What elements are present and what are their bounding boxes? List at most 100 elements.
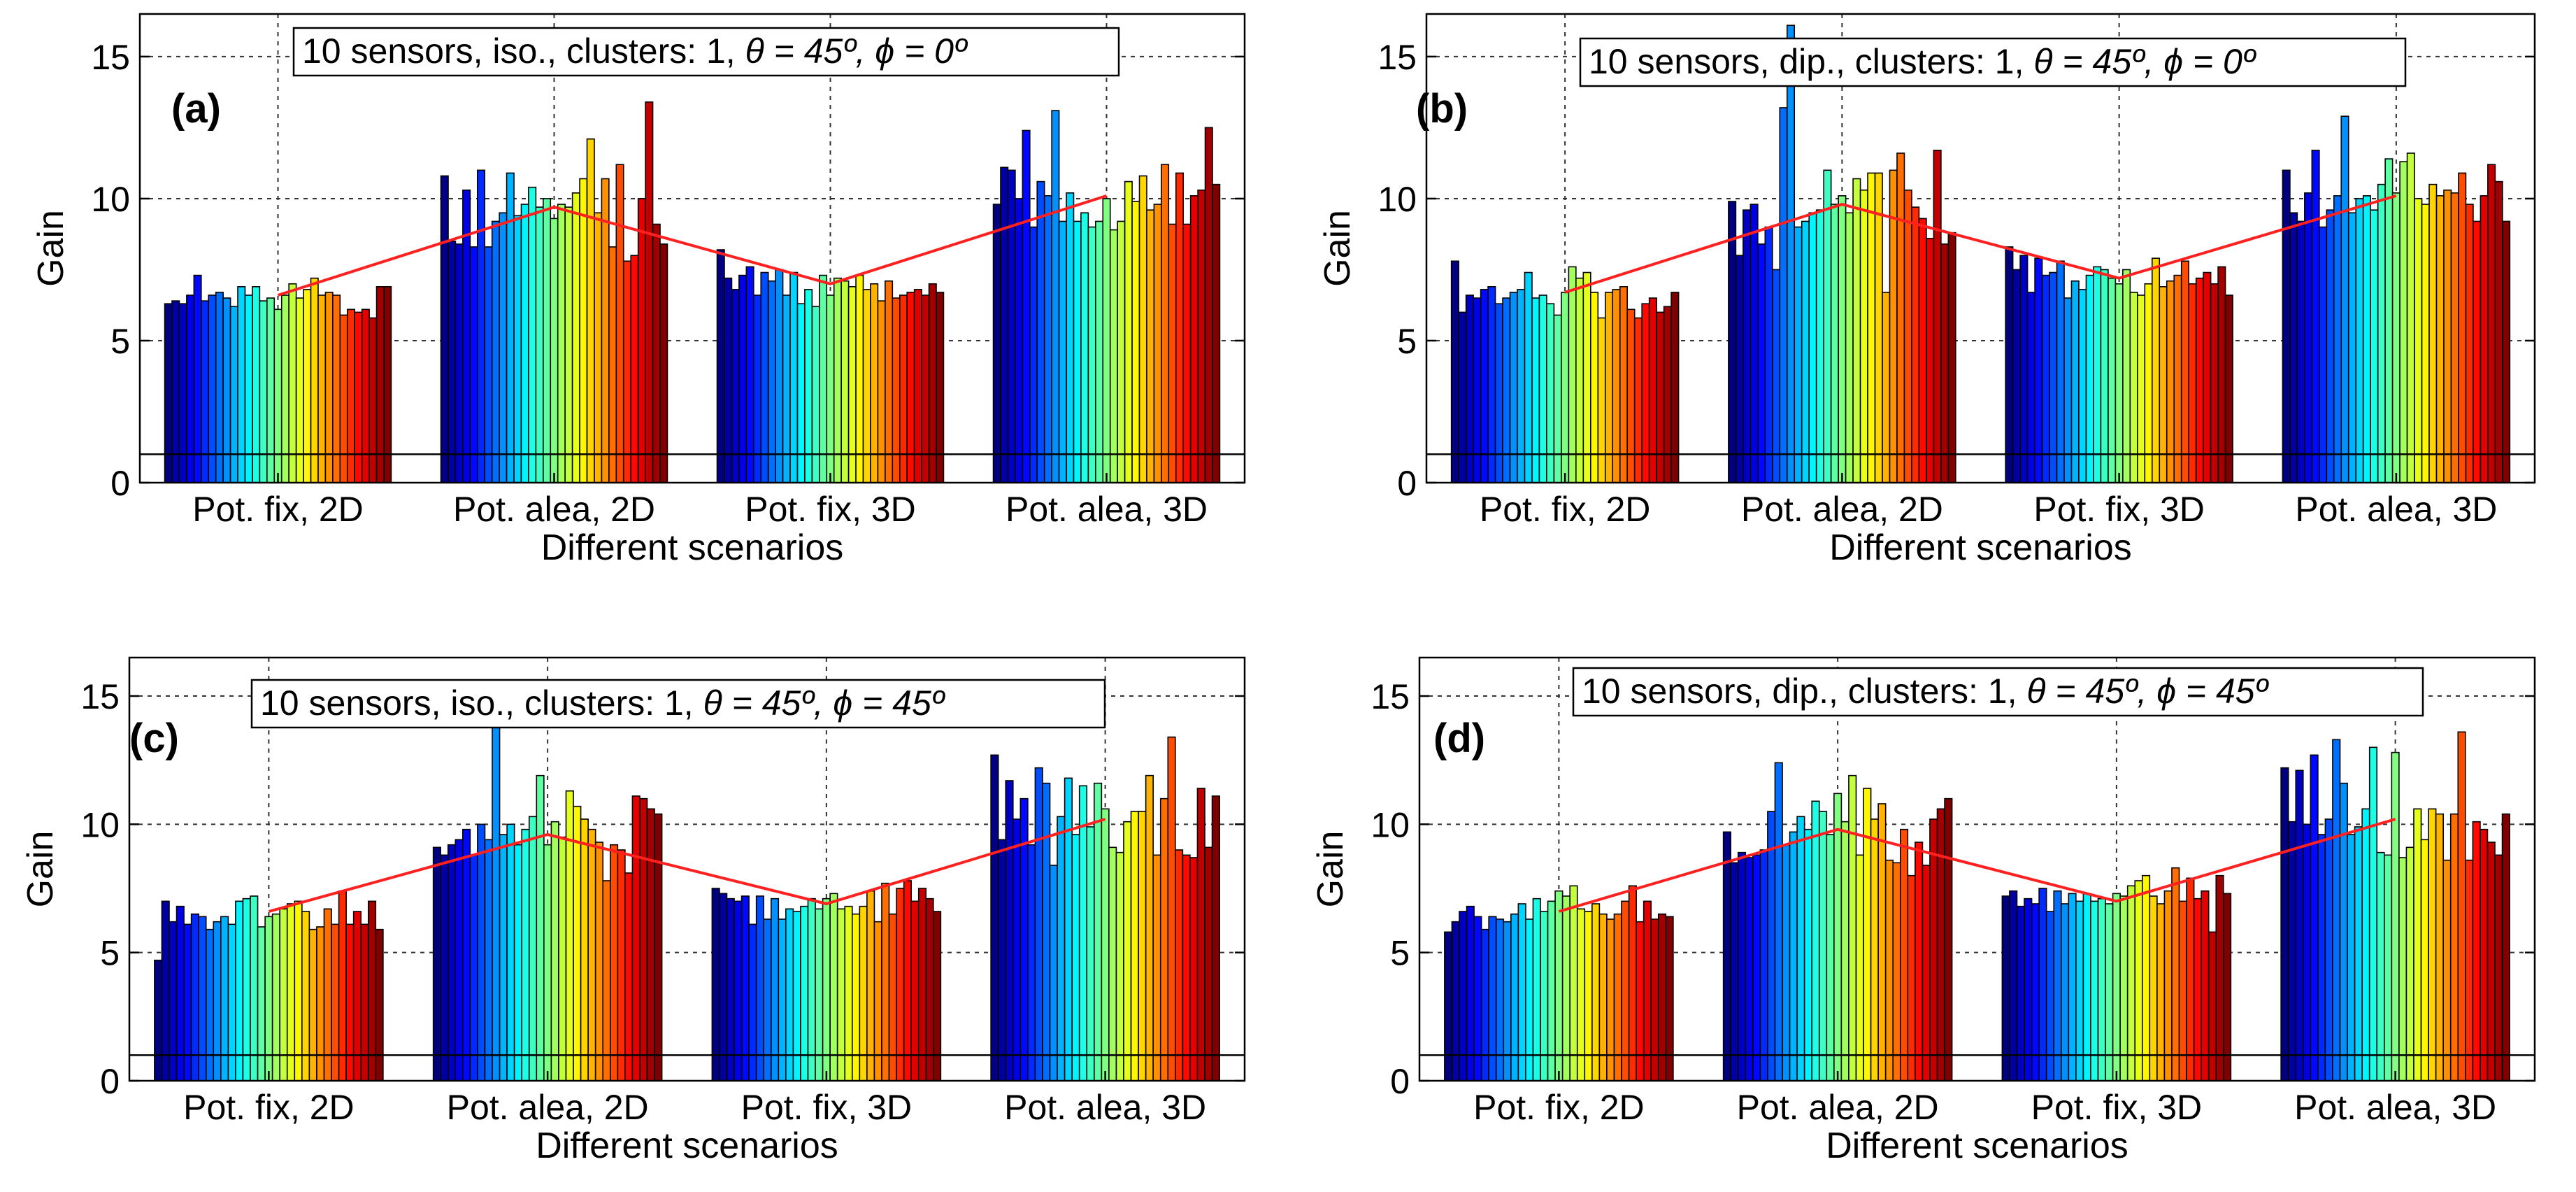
bar bbox=[1840, 821, 1849, 1081]
bar bbox=[1095, 220, 1104, 483]
x-tick-label: Pot. alea, 3D bbox=[1004, 1088, 1206, 1127]
bar bbox=[2317, 834, 2326, 1081]
bar bbox=[273, 308, 282, 483]
bar bbox=[1757, 243, 1766, 483]
bar bbox=[2085, 274, 2094, 483]
bar bbox=[550, 821, 559, 1081]
bar bbox=[1665, 916, 1674, 1081]
bar bbox=[2311, 150, 2320, 483]
bar bbox=[1884, 859, 1894, 1081]
x-tick-label: Pot. alea, 2D bbox=[1741, 490, 1943, 529]
bar bbox=[587, 828, 596, 1081]
bar bbox=[594, 212, 603, 483]
bar bbox=[1080, 212, 1089, 483]
bar bbox=[491, 220, 500, 483]
bar bbox=[1903, 189, 1912, 483]
bar bbox=[1855, 854, 1864, 1081]
bar bbox=[745, 266, 754, 483]
bar bbox=[1811, 800, 1820, 1081]
plot-frame bbox=[1425, 13, 2536, 484]
bar bbox=[2339, 782, 2348, 1081]
bar bbox=[2090, 900, 2099, 1081]
bar bbox=[2347, 834, 2356, 1081]
bar bbox=[2075, 900, 2084, 1081]
bar bbox=[1918, 218, 1927, 483]
bar bbox=[2376, 851, 2385, 1081]
bar bbox=[2159, 286, 2168, 483]
bar bbox=[896, 888, 905, 1081]
bar bbox=[2180, 260, 2189, 483]
bar bbox=[198, 916, 207, 1081]
bar bbox=[1553, 314, 1562, 483]
bar bbox=[1524, 271, 1533, 483]
bar bbox=[1078, 785, 1088, 1081]
bar bbox=[2163, 890, 2173, 1081]
bar bbox=[624, 872, 634, 1081]
bar bbox=[2009, 890, 2018, 1081]
bar bbox=[1071, 834, 1080, 1081]
bar bbox=[1036, 180, 1045, 483]
bar bbox=[469, 246, 478, 483]
bar bbox=[2031, 903, 2040, 1081]
bar bbox=[2082, 893, 2091, 1081]
bar bbox=[2304, 192, 2313, 483]
bar bbox=[617, 849, 626, 1081]
bar bbox=[2070, 280, 2080, 483]
x-tick-label: Pot. fix, 2D bbox=[1480, 490, 1651, 529]
bar bbox=[580, 818, 589, 1081]
caption-main: 10 sensors, iso., clusters: 1, bbox=[260, 683, 703, 723]
bar bbox=[1066, 192, 1075, 483]
bar bbox=[594, 842, 604, 1081]
y-tick-label: 10 bbox=[1371, 805, 1410, 844]
bar bbox=[2494, 854, 2503, 1081]
bar bbox=[1042, 782, 1051, 1081]
bar bbox=[448, 241, 457, 483]
bar bbox=[1852, 178, 1861, 483]
bar bbox=[1450, 260, 1459, 483]
bar bbox=[2208, 931, 2217, 1081]
bar bbox=[1656, 311, 1665, 483]
caption-box bbox=[1579, 37, 2407, 87]
bar bbox=[2126, 885, 2136, 1081]
bar bbox=[2105, 903, 2114, 1081]
bar bbox=[2310, 754, 2319, 1081]
bar bbox=[1123, 821, 1132, 1081]
bar bbox=[885, 280, 894, 483]
bar bbox=[1473, 916, 1482, 1081]
bar bbox=[1867, 172, 1876, 483]
bar bbox=[2391, 192, 2400, 483]
bar bbox=[2112, 893, 2121, 1081]
bar bbox=[1204, 846, 1213, 1081]
bar bbox=[1064, 777, 1073, 1081]
bar bbox=[193, 274, 202, 483]
bar bbox=[469, 854, 478, 1081]
panel-label: (a) bbox=[171, 86, 221, 132]
bar bbox=[1152, 854, 1161, 1081]
plot-frame bbox=[1418, 656, 2536, 1082]
y-tick-label: 15 bbox=[1378, 38, 1417, 77]
y-tick-label: 15 bbox=[1371, 677, 1410, 716]
bar bbox=[1859, 189, 1868, 483]
bar bbox=[1000, 166, 1009, 483]
bar bbox=[1019, 797, 1029, 1081]
bar bbox=[659, 243, 668, 483]
bar bbox=[2005, 246, 2014, 483]
bar bbox=[1877, 803, 1887, 1081]
caption-theta: θ = 45º, bbox=[2033, 42, 2163, 81]
bar bbox=[367, 900, 377, 1081]
bar bbox=[1146, 209, 1155, 483]
bar bbox=[2435, 813, 2444, 1081]
bar bbox=[2457, 731, 2466, 1081]
bar bbox=[1057, 816, 1066, 1081]
bar bbox=[250, 895, 259, 1081]
bar bbox=[2421, 204, 2430, 483]
bar bbox=[558, 836, 567, 1081]
bar bbox=[1494, 303, 1503, 483]
bar bbox=[770, 897, 780, 1081]
bar bbox=[2368, 746, 2378, 1081]
bar bbox=[2178, 900, 2187, 1081]
bar bbox=[748, 923, 757, 1081]
x-tick-label: Pot. alea, 3D bbox=[2294, 1088, 2496, 1127]
bar bbox=[819, 274, 828, 483]
